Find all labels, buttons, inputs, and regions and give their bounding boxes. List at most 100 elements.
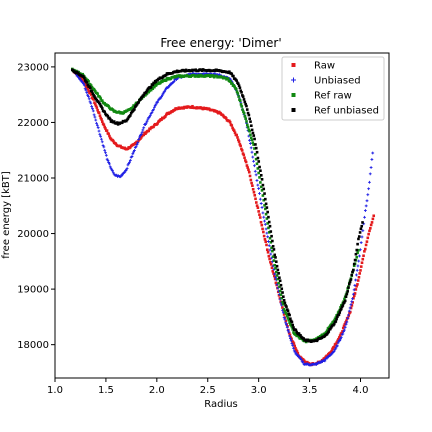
- data-point: [354, 278, 358, 282]
- data-point: [258, 216, 262, 219]
- data-point: [226, 77, 230, 80]
- data-point: [144, 123, 147, 126]
- data-point: [153, 85, 156, 89]
- data-point: [266, 235, 270, 239]
- data-point: [99, 97, 103, 100]
- y-axis-label: free energy [kBT]: [1, 171, 12, 259]
- data-point: [82, 83, 86, 87]
- data-point: [340, 305, 344, 309]
- data-point: [244, 160, 248, 164]
- data-point: [349, 278, 353, 281]
- data-point: [330, 349, 333, 353]
- data-point: [131, 105, 135, 109]
- data-point: [282, 298, 286, 302]
- data-point: [289, 339, 293, 343]
- data-point: [98, 102, 102, 106]
- data-point: [229, 80, 232, 83]
- data-point: [293, 350, 297, 354]
- data-point: [249, 136, 253, 140]
- data-point: [250, 150, 254, 154]
- data-point: [339, 307, 343, 311]
- data-point: [332, 319, 336, 322]
- data-point: [281, 291, 284, 294]
- data-point: [357, 259, 361, 263]
- data-point: [349, 303, 353, 307]
- data-point: [347, 282, 351, 286]
- data-point: [358, 231, 362, 234]
- data-point: [258, 197, 262, 201]
- data-point: [360, 235, 364, 239]
- data-point: [267, 215, 270, 219]
- data-point: [363, 247, 367, 251]
- data-point: [150, 111, 154, 114]
- plot-area: [54, 52, 390, 379]
- data-point: [288, 334, 291, 338]
- data-point: [284, 319, 288, 323]
- data-point: [343, 328, 346, 332]
- data-point: [283, 301, 287, 305]
- data-point: [172, 79, 176, 83]
- data-point: [232, 129, 236, 133]
- data-point: [261, 227, 264, 231]
- data-point: [260, 189, 264, 192]
- data-point: [321, 334, 325, 337]
- data-point: [191, 104, 194, 108]
- data-point: [253, 147, 256, 150]
- data-point: [334, 346, 338, 350]
- x-axis-label: Radius: [204, 399, 238, 410]
- data-point: [355, 273, 358, 277]
- data-point: [285, 325, 289, 329]
- x-tick-label: 4.0: [353, 385, 369, 396]
- data-point: [333, 317, 337, 321]
- data-point: [352, 264, 356, 268]
- data-point: [273, 263, 277, 267]
- data-point: [100, 137, 103, 141]
- data-point: [259, 169, 262, 173]
- data-point: [254, 143, 257, 146]
- data-point: [160, 118, 163, 121]
- data-point: [104, 151, 107, 155]
- data-point: [364, 243, 368, 247]
- x-tick-label: 1.0: [47, 385, 63, 396]
- data-point: [285, 323, 288, 327]
- data-point: [365, 199, 369, 203]
- data-point: [274, 256, 277, 259]
- data-point: [339, 335, 343, 339]
- data-point: [114, 142, 118, 145]
- data-point: [269, 252, 273, 256]
- data-point: [106, 159, 110, 162]
- data-point: [341, 326, 345, 330]
- data-point: [237, 140, 241, 143]
- data-point: [277, 272, 280, 275]
- data-point: [288, 321, 291, 324]
- data-point: [283, 309, 287, 313]
- data-point: [295, 350, 299, 353]
- data-point: [355, 284, 358, 288]
- data-point: [256, 206, 260, 210]
- y-tick-label: 23000: [17, 62, 49, 73]
- data-point: [255, 204, 259, 207]
- data-point: [252, 134, 256, 137]
- data-point: [122, 111, 126, 115]
- data-point: [161, 92, 165, 96]
- data-point: [255, 150, 259, 154]
- data-point: [242, 110, 245, 114]
- data-point: [329, 327, 332, 331]
- data-point: [149, 88, 153, 92]
- data-point: [262, 230, 265, 234]
- data-point: [257, 187, 261, 190]
- data-point: [142, 126, 146, 130]
- data-point: [250, 124, 253, 128]
- data-point: [233, 131, 237, 135]
- data-point: [264, 202, 268, 206]
- data-point: [288, 337, 292, 341]
- data-point: [274, 270, 278, 274]
- data-point: [258, 192, 261, 195]
- data-point: [361, 221, 364, 224]
- data-point: [271, 239, 274, 243]
- data-point: [268, 224, 272, 228]
- data-point: [132, 150, 136, 154]
- data-point: [359, 227, 363, 231]
- data-point: [352, 288, 356, 292]
- data-point: [325, 356, 329, 360]
